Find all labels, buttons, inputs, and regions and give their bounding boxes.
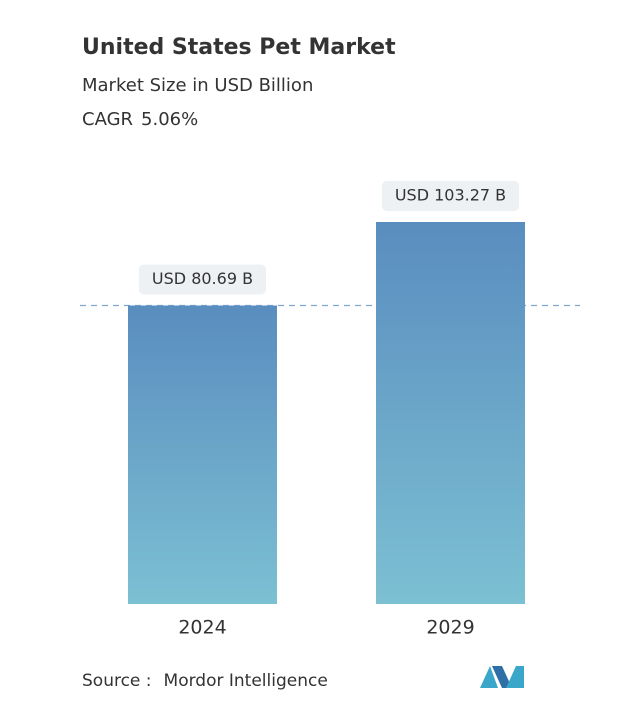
x-tick-label: 2024 (178, 617, 226, 639)
cagr-label: CAGR (82, 109, 133, 130)
x-tick-label: 2029 (426, 617, 474, 639)
value-label: USD 80.69 B (152, 269, 253, 288)
bar (376, 222, 525, 604)
source-name: Mordor Intelligence (164, 671, 328, 691)
value-label: USD 103.27 B (395, 186, 506, 205)
cagr-value: 5.06% (141, 109, 198, 130)
chart-title: United States Pet Market (82, 35, 396, 60)
value-label-box (381, 181, 520, 211)
value-label-box (138, 264, 267, 295)
source-label: Source : (82, 671, 152, 691)
logo (480, 666, 524, 688)
bar (128, 305, 277, 604)
chart-subtitle: Market Size in USD Billion (82, 75, 313, 96)
